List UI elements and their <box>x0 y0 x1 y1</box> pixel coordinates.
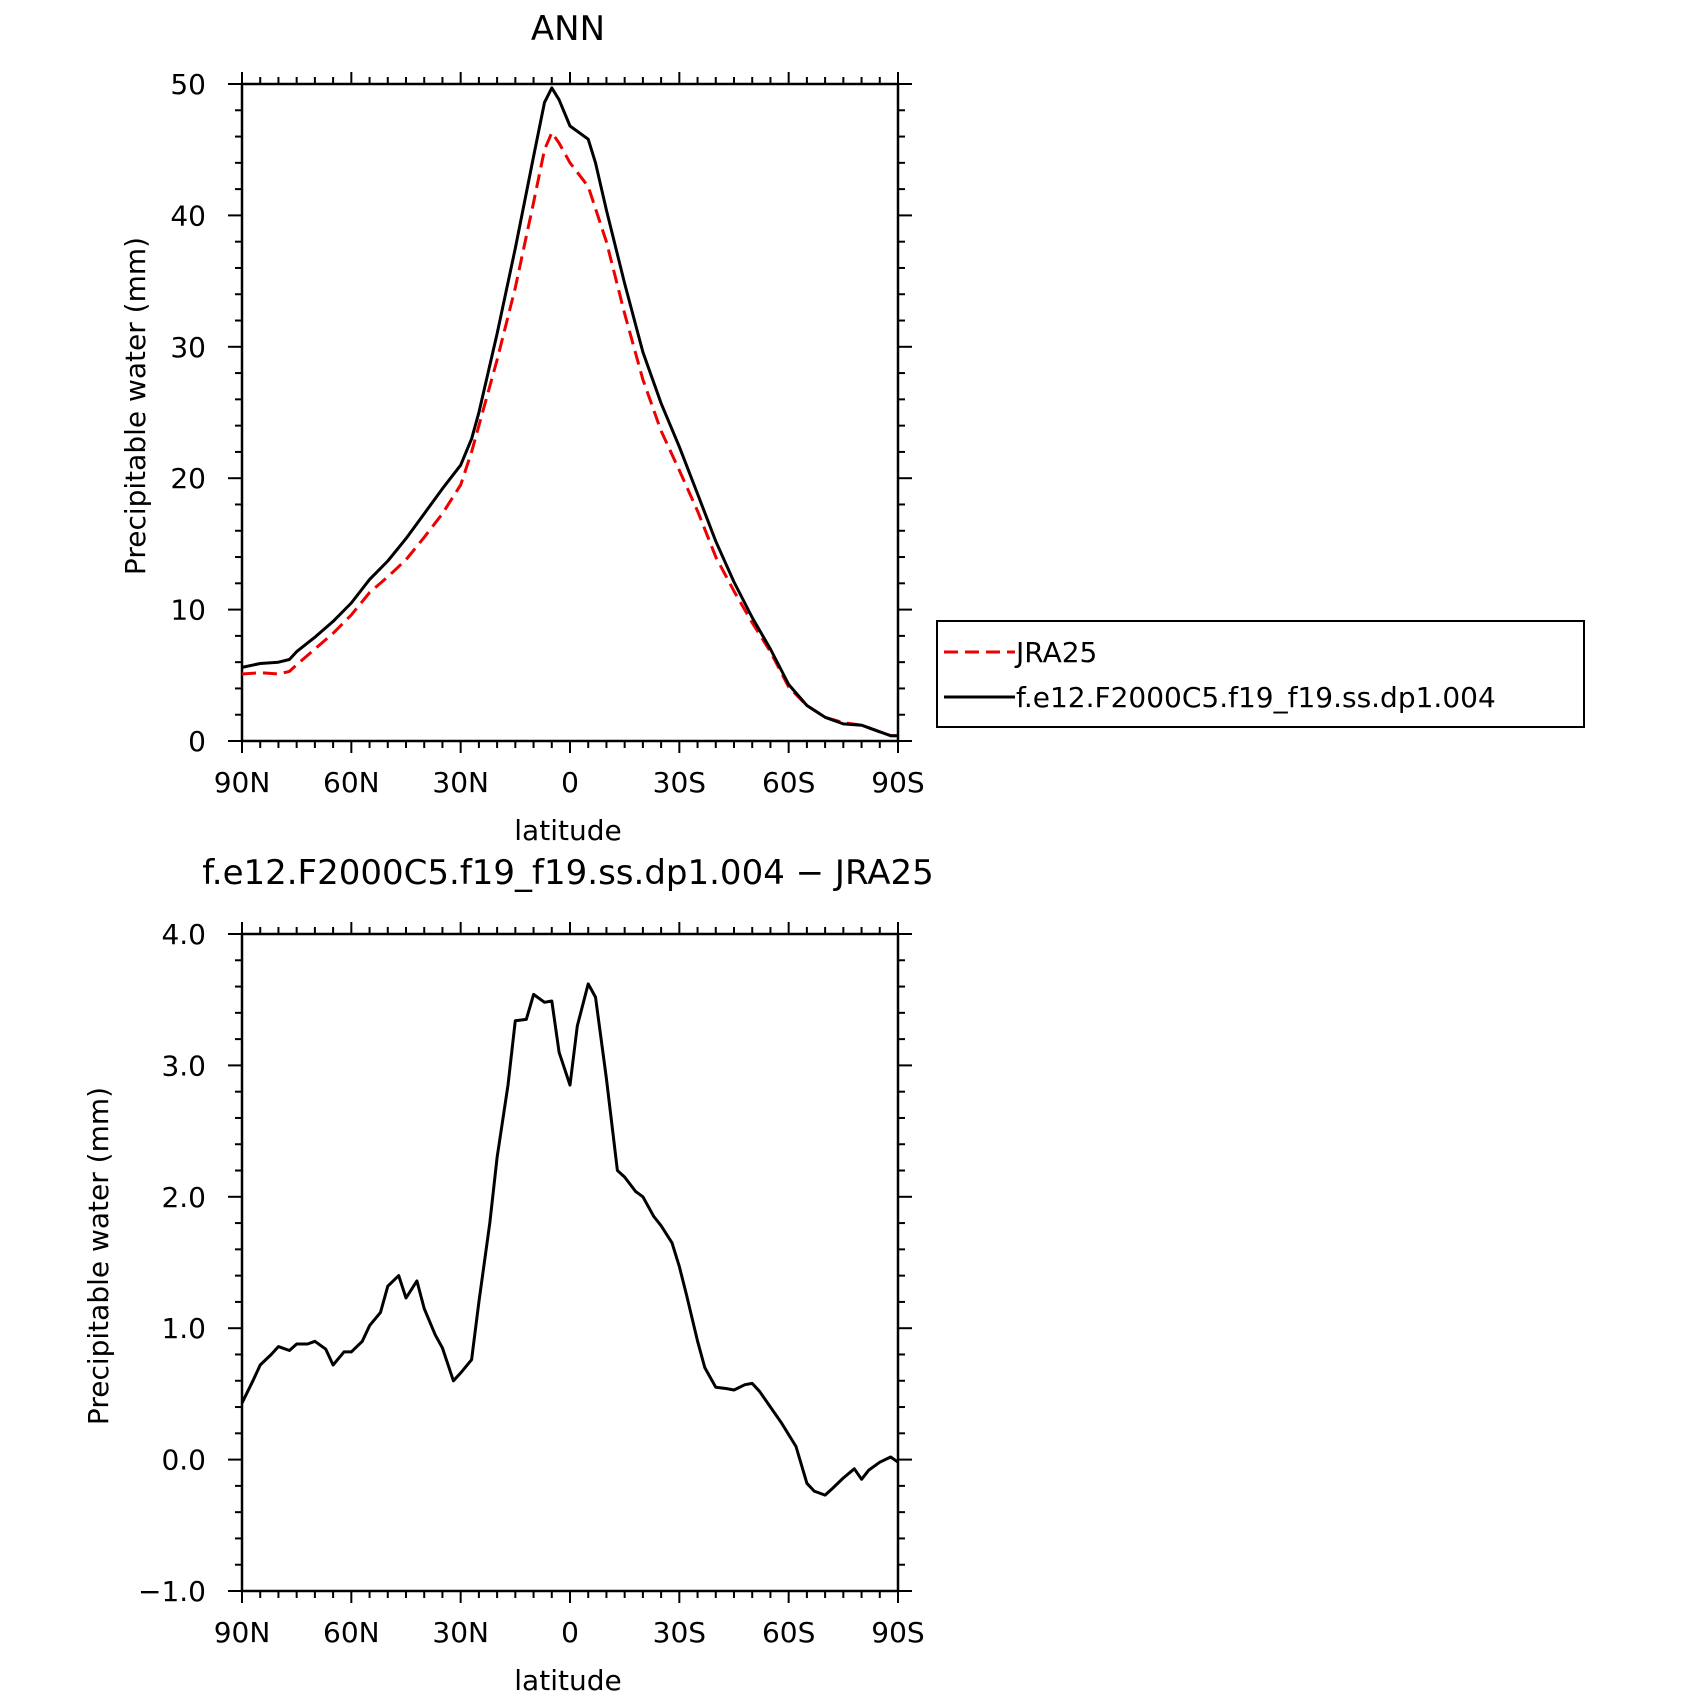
legend: JRA25 f.e12.F2000C5.f19_f19.ss.dp1.004 <box>936 620 1585 728</box>
series-line-jra25 <box>241 131 898 738</box>
y-axis-label: Precipitable water (mm) <box>82 1087 115 1425</box>
plot-frame <box>240 932 900 1593</box>
series-line-difference <box>240 982 899 1497</box>
y-tick-label: 30 <box>170 331 206 364</box>
plot-area: 90N 60N 30N 0 30S 60S 90S −1.0 0.0 1.0 2.0 3.0 4.0 <box>138 918 925 1649</box>
series-line-f-e12-f2000c5-f19-f19-ss-dp1-004 <box>241 86 898 738</box>
legend-label-model: f.e12.F2000C5.f19_f19.ss.dp1.004 <box>1016 681 1496 714</box>
y-tick-label: −1.0 <box>138 1575 206 1608</box>
y-tick-label: 40 <box>170 199 206 232</box>
y-tick-label: 50 <box>170 68 206 101</box>
x-tick-label: 60S <box>762 766 815 799</box>
chart-title: f.e12.F2000C5.f19_f19.ss.dp1.004 − JRA25 <box>202 853 933 893</box>
x-tick-label: 60S <box>762 1616 815 1649</box>
x-tick-label: 90S <box>871 1616 924 1649</box>
legend-box <box>936 620 1585 728</box>
x-tick-label: 60N <box>323 766 380 799</box>
y-tick-label: 1.0 <box>161 1312 206 1345</box>
x-tick-label: 0 <box>561 1616 579 1649</box>
legend-label-jra25: JRA25 <box>1014 636 1097 669</box>
y-tick-label: 0.0 <box>161 1444 206 1477</box>
y-tick-label: 20 <box>170 462 206 495</box>
x-tick-label: 30S <box>653 1616 706 1649</box>
x-axis-label: latitude <box>514 814 621 847</box>
plot-frame <box>240 82 900 743</box>
x-tick-label: 30S <box>653 766 706 799</box>
x-axis-label: latitude <box>514 1664 621 1697</box>
y-tick-label: 4.0 <box>161 918 206 951</box>
panel-ann: ANN 90N 60N 30N 0 30S 60S 90S 0 10 20 30 40 50 latit… <box>119 9 1585 847</box>
x-tick-label: 90N <box>214 1616 271 1649</box>
x-tick-label: 30N <box>432 1616 489 1649</box>
y-tick-label: 3.0 <box>161 1049 206 1082</box>
plot-area: 90N 60N 30N 0 30S 60S 90S 0 10 20 30 40 50 <box>170 68 924 799</box>
y-tick-label: 10 <box>170 594 206 627</box>
x-tick-label: 90N <box>214 766 271 799</box>
panel-difference: f.e12.F2000C5.f19_f19.ss.dp1.004 − JRA25… <box>82 853 934 1697</box>
y-axis-label: Precipitable water (mm) <box>119 237 152 575</box>
y-tick-label: 0 <box>188 725 206 758</box>
x-tick-label: 60N <box>323 1616 380 1649</box>
chart-title: ANN <box>531 9 605 49</box>
y-tick-label: 2.0 <box>161 1181 206 1214</box>
x-tick-label: 30N <box>432 766 489 799</box>
x-tick-label: 0 <box>561 766 579 799</box>
x-tick-label: 90S <box>871 766 924 799</box>
